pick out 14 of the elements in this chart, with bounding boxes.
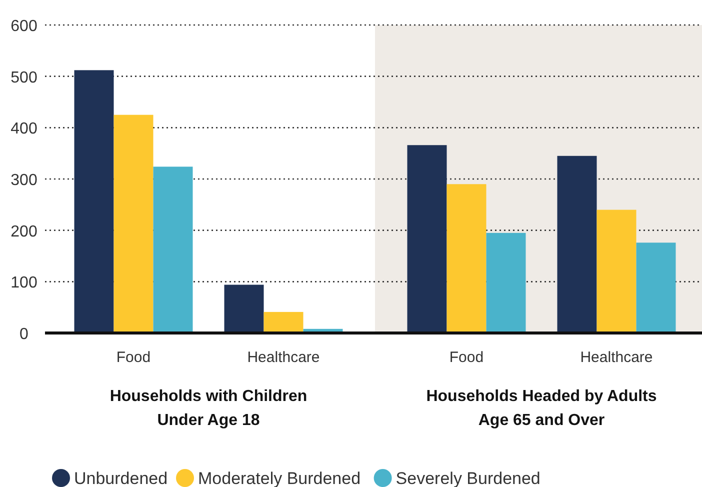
y-tick-label: 200 — [10, 223, 38, 240]
legend-label: Unburdened — [74, 469, 168, 487]
y-tick-label: 400 — [10, 120, 38, 138]
y-tick-label: 600 — [10, 18, 38, 35]
y-tick-label: 100 — [10, 274, 38, 292]
y-tick-label: 500 — [10, 69, 38, 86]
x-tick-label: Healthcare — [247, 349, 320, 366]
text: Households Headed by Adults Age 65 and Over — [426, 388, 657, 429]
text: Households with Children Under Age 18 — [110, 388, 308, 429]
x-tick-label: Food — [116, 349, 151, 366]
y-tick-label: 0 — [20, 326, 29, 343]
x-tick-label: Food — [449, 349, 484, 366]
x-tick-label: Healthcare — [580, 349, 653, 366]
y-tick-label: 300 — [10, 172, 38, 189]
